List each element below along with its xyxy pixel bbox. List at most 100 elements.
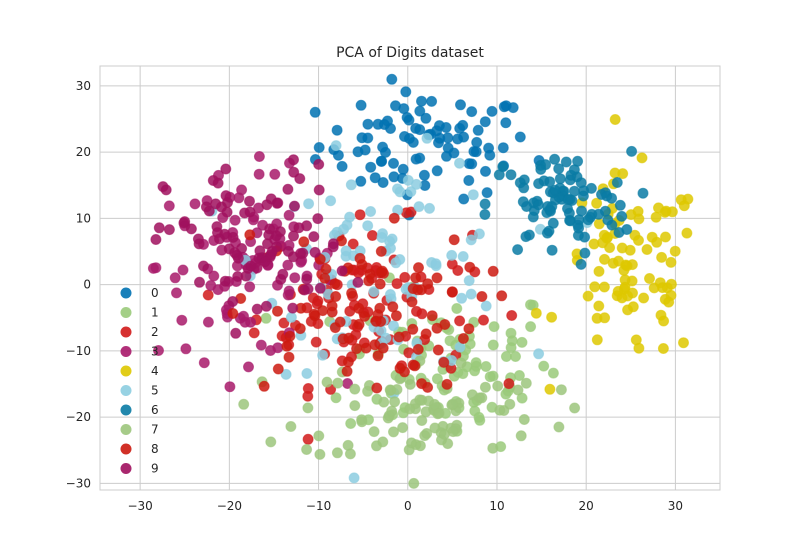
- scatter-point-9: [309, 246, 321, 258]
- scatter-point-1: [260, 312, 272, 324]
- scatter-point-7: [492, 380, 504, 392]
- scatter-point-2: [454, 315, 466, 327]
- scatter-point-5: [301, 368, 313, 379]
- scatter-point-5: [331, 226, 343, 238]
- scatter-point-5: [368, 286, 380, 298]
- scatter-point-0: [500, 100, 512, 112]
- scatter-point-6: [568, 185, 580, 197]
- scatter-point-1: [451, 303, 463, 314]
- scatter-point-8: [371, 382, 383, 394]
- scatter-point-9: [232, 271, 244, 282]
- scatter-point-8: [353, 318, 365, 330]
- scatter-point-7: [433, 407, 445, 419]
- scatter-point-6: [549, 184, 561, 196]
- scatter-point-5: [421, 132, 433, 144]
- scatter-point-7: [314, 448, 326, 460]
- scatter-point-8: [244, 229, 256, 241]
- scatter-point-6: [573, 222, 585, 234]
- scatter-point-0: [416, 95, 427, 107]
- scatter-point-0: [455, 99, 466, 111]
- scatter-point-7: [455, 357, 467, 369]
- legend-label-0: 0: [151, 286, 159, 300]
- scatter-point-7: [301, 444, 313, 455]
- scatter-point-5: [463, 275, 475, 287]
- scatter-point-0: [309, 106, 321, 118]
- scatter-point-9: [313, 158, 325, 170]
- scatter-point-5: [340, 245, 352, 257]
- scatter-point-4: [644, 273, 655, 284]
- scatter-point-8: [342, 356, 354, 368]
- scatter-point-9: [271, 241, 283, 253]
- scatter-point-9: [295, 248, 307, 259]
- scatter-point-0: [514, 131, 526, 143]
- scatter-point-7: [285, 421, 297, 432]
- scatter-point-9: [298, 284, 310, 296]
- scatter-point-9: [282, 245, 294, 257]
- scatter-point-0: [388, 157, 399, 169]
- scatter-point-9: [301, 273, 313, 285]
- scatter-point-9: [194, 276, 205, 288]
- scatter-point-4: [658, 315, 670, 327]
- scatter-point-5: [473, 228, 485, 240]
- legend-label-2: 2: [151, 325, 159, 339]
- scatter-point-0: [484, 149, 496, 161]
- scatter-point-4: [598, 281, 610, 293]
- scatter-point-0: [336, 160, 348, 172]
- scatter-point-7: [302, 402, 314, 414]
- scatter-point-5: [457, 251, 469, 262]
- legend-label-7: 7: [151, 423, 159, 437]
- scatter-point-7: [479, 381, 491, 393]
- scatter-point-7: [404, 403, 416, 415]
- scatter-point-8: [351, 343, 363, 355]
- scatter-point-6: [614, 199, 626, 211]
- scatter-point-7: [408, 477, 420, 489]
- legend-label-1: 1: [151, 306, 159, 320]
- scatter-point-3: [269, 168, 281, 180]
- scatter-point-7: [487, 442, 499, 454]
- scatter-point-9: [308, 231, 320, 243]
- scatter-point-3: [244, 281, 256, 293]
- scatter-point-7: [512, 384, 524, 396]
- plot-frame: [99, 65, 721, 491]
- scatter-point-5: [456, 292, 468, 304]
- scatter-point-5: [384, 289, 396, 300]
- scatter-point-4: [589, 281, 601, 293]
- scatter-point-0: [486, 105, 498, 117]
- scatter-point-1: [480, 361, 492, 372]
- x-tick-label: 0: [404, 499, 412, 513]
- scatter-point-3: [229, 214, 241, 226]
- scatter-point-9: [219, 275, 231, 287]
- scatter-point-8: [341, 365, 353, 377]
- scatter-point-9: [185, 223, 197, 235]
- scatter-point-3: [224, 381, 236, 393]
- scatter-point-3: [171, 287, 182, 299]
- scatter-point-1: [525, 299, 536, 311]
- scatter-point-4: [599, 312, 611, 324]
- scatter-point-5: [467, 189, 479, 201]
- scatter-point-7: [368, 426, 380, 438]
- scatter-point-6: [582, 214, 594, 226]
- scatter-point-6: [593, 208, 605, 220]
- scatter-point-6: [518, 182, 530, 194]
- scatter-point-8: [407, 283, 419, 295]
- scatter-point-5: [405, 186, 417, 198]
- scatter-point-6: [479, 209, 491, 220]
- scatter-point-0: [377, 141, 389, 153]
- x-tick-label: 30: [668, 499, 683, 513]
- scatter-point-6: [479, 198, 491, 210]
- scatter-point-9: [288, 154, 299, 166]
- scatter-point-8: [337, 333, 349, 345]
- x-tick-label: −10: [306, 499, 331, 513]
- scatter-point-6: [579, 247, 591, 259]
- scatter-point-6: [606, 192, 618, 204]
- scatter-point-1: [484, 371, 496, 383]
- scatter-point-9: [294, 173, 306, 185]
- scatter-point-8: [413, 262, 424, 274]
- scatter-point-3: [289, 272, 301, 284]
- scatter-point-7: [371, 440, 382, 452]
- legend-marker-5: [120, 385, 132, 396]
- scatter-point-7: [331, 447, 343, 459]
- scatter-point-4: [627, 301, 639, 313]
- scatter-point-7: [313, 430, 325, 442]
